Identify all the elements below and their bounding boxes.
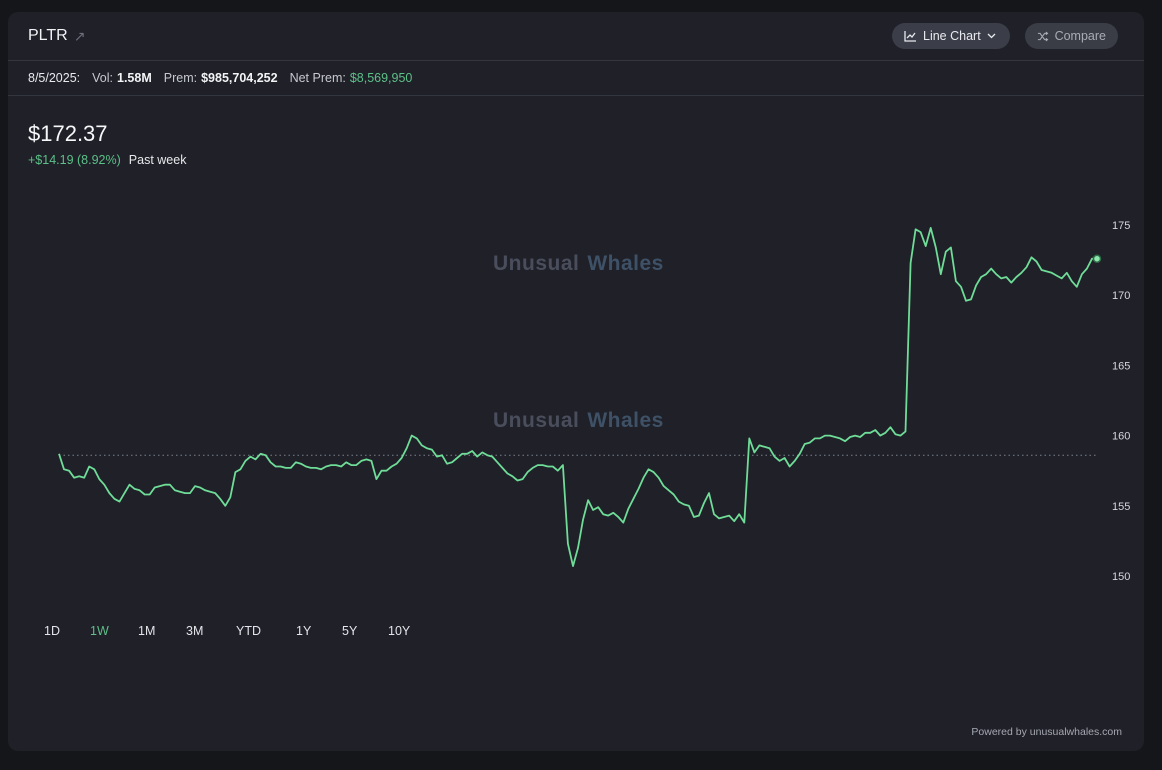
price-change: +$14.19 (8.92%) Past week [28, 153, 186, 167]
range-button-ytd[interactable]: YTD [236, 624, 261, 638]
y-axis-tick-155: 155 [1112, 501, 1130, 513]
chart-type-label: Line Chart [923, 29, 981, 43]
volume-label: Vol: [92, 71, 113, 85]
premium-value: $985,704,252 [201, 71, 278, 85]
stats-date: 8/5/2025: [28, 71, 81, 85]
stats-bar: 8/5/2025: Vol: 1.58M Prem: $985,704,252 … [8, 60, 1144, 96]
ticker-symbol[interactable]: PLTR [28, 27, 68, 44]
watermark-word-2: Whales [587, 252, 664, 275]
watermark-word-1: Unusual [493, 409, 580, 432]
compare-label: Compare [1054, 29, 1106, 43]
compare-button[interactable]: Compare [1025, 23, 1118, 49]
range-button-10y[interactable]: 10Y [388, 624, 411, 638]
y-axis-tick-175: 175 [1112, 220, 1130, 232]
watermark-word-1: Unusual [493, 252, 580, 275]
range-button-1m[interactable]: 1M [138, 624, 156, 638]
range-button-5y[interactable]: 5Y [342, 624, 358, 638]
price-line-chart[interactable]: 150 155 160 165 170 175 [8, 12, 1144, 612]
price-change-value: +$14.19 (8.92%) [28, 153, 121, 167]
time-range-selector: 1D 1W 1M 3M YTD 1Y 5Y 10Y [44, 624, 428, 638]
range-button-1y[interactable]: 1Y [296, 624, 312, 638]
net-premium-label: Net Prem: [289, 71, 346, 85]
watermark-word-2: Whales [587, 409, 664, 432]
last-price-point[interactable] [1092, 254, 1102, 263]
y-axis-tick-150: 150 [1112, 571, 1130, 583]
range-button-1d[interactable]: 1D [44, 624, 60, 638]
powered-by-text: Powered by unusualwhales.com [971, 726, 1122, 738]
line-chart-icon [904, 31, 916, 42]
chart-type-dropdown[interactable]: Line Chart [892, 23, 1010, 49]
net-premium-value: $8,569,950 [349, 71, 413, 85]
watermark-middle: Unusual Whales [493, 409, 664, 433]
range-button-3m[interactable]: 3M [186, 624, 204, 638]
y-axis-tick-170: 170 [1112, 290, 1130, 302]
volume-value: 1.58M [117, 71, 152, 85]
y-axis-tick-160: 160 [1112, 431, 1130, 443]
chevron-down-icon [987, 33, 996, 39]
current-price: $172.37 [28, 121, 108, 146]
chart-header: PLTR ↗ Line Chart Compare [8, 12, 1144, 60]
price-change-period: Past week [128, 153, 187, 167]
premium-label: Prem: [163, 71, 198, 85]
watermark-top: Unusual Whales [493, 252, 664, 276]
price-series-line[interactable] [58, 227, 1097, 567]
ticker-title[interactable]: PLTR ↗ [28, 27, 85, 45]
range-button-1w[interactable]: 1W [90, 624, 109, 638]
shuffle-icon [1037, 31, 1049, 41]
y-axis-tick-165: 165 [1112, 360, 1130, 372]
external-link-icon[interactable]: ↗ [73, 27, 86, 44]
chart-card: PLTR ↗ Line Chart Compare 8/5/2025: Vol:… [8, 12, 1144, 751]
